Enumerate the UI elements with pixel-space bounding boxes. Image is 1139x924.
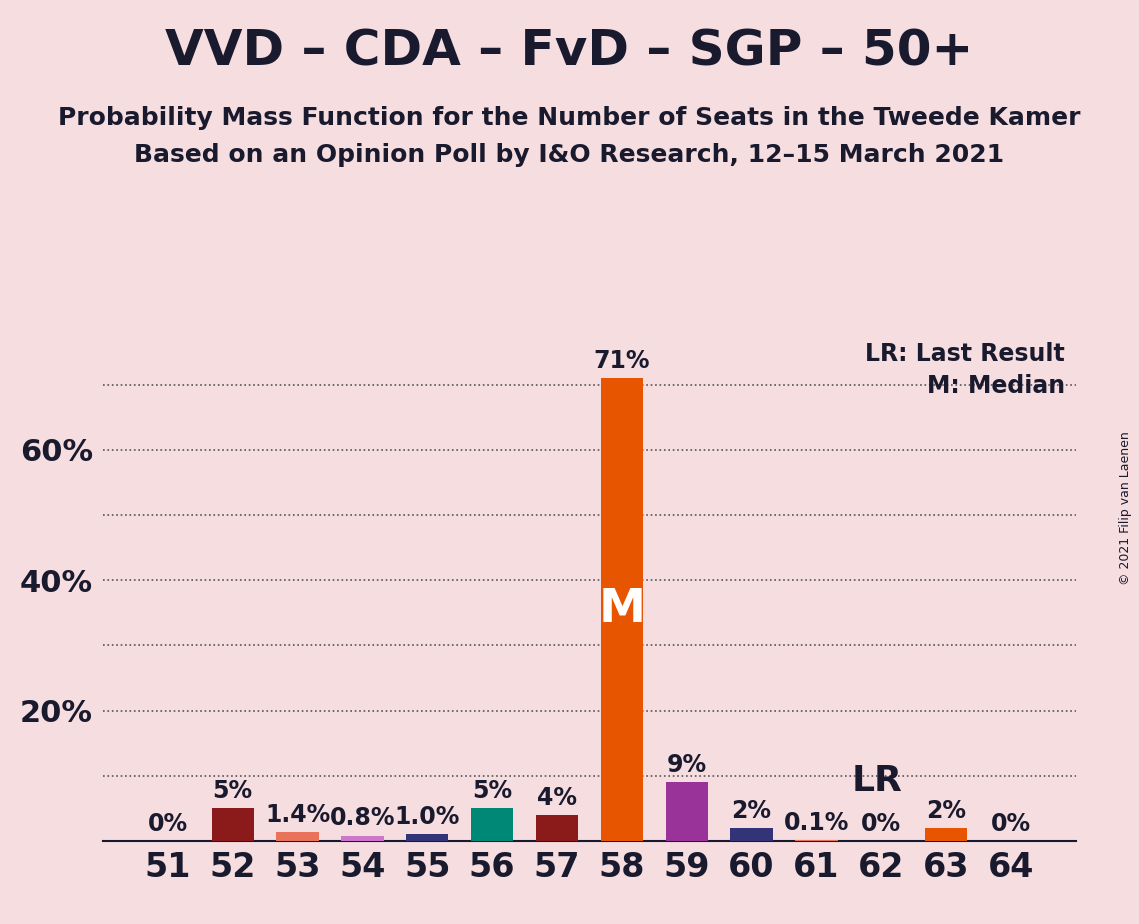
Bar <box>472 808 514 841</box>
Text: 0%: 0% <box>861 811 901 835</box>
Bar <box>212 808 254 841</box>
Text: 2%: 2% <box>926 798 966 822</box>
Bar <box>600 378 642 841</box>
Text: 5%: 5% <box>472 779 513 803</box>
Text: 0.8%: 0.8% <box>329 807 395 831</box>
Text: Probability Mass Function for the Number of Seats in the Tweede Kamer: Probability Mass Function for the Number… <box>58 106 1081 130</box>
Text: M: Median: M: Median <box>927 374 1065 398</box>
Text: 4%: 4% <box>536 785 577 809</box>
Text: M: M <box>598 587 646 632</box>
Bar <box>665 783 707 841</box>
Text: Based on an Opinion Poll by I&O Research, 12–15 March 2021: Based on an Opinion Poll by I&O Research… <box>134 143 1005 167</box>
Bar <box>407 834 449 841</box>
Text: 0%: 0% <box>991 811 1031 835</box>
Text: 9%: 9% <box>666 753 707 777</box>
Text: © 2021 Filip van Laenen: © 2021 Filip van Laenen <box>1118 432 1132 585</box>
Text: LR: Last Result: LR: Last Result <box>866 342 1065 366</box>
Text: 0.1%: 0.1% <box>784 811 849 835</box>
Bar <box>277 832 319 841</box>
Bar <box>536 815 579 841</box>
Text: 2%: 2% <box>731 798 771 822</box>
Text: 1.0%: 1.0% <box>394 805 460 829</box>
Bar <box>342 835 384 841</box>
Text: VVD – CDA – FvD – SGP – 50+: VVD – CDA – FvD – SGP – 50+ <box>165 28 974 76</box>
Text: 71%: 71% <box>593 349 650 373</box>
Bar <box>925 828 967 841</box>
Text: 0%: 0% <box>148 811 188 835</box>
Bar <box>730 828 772 841</box>
Text: 1.4%: 1.4% <box>265 803 330 826</box>
Text: LR: LR <box>852 764 903 798</box>
Text: 5%: 5% <box>213 779 253 803</box>
